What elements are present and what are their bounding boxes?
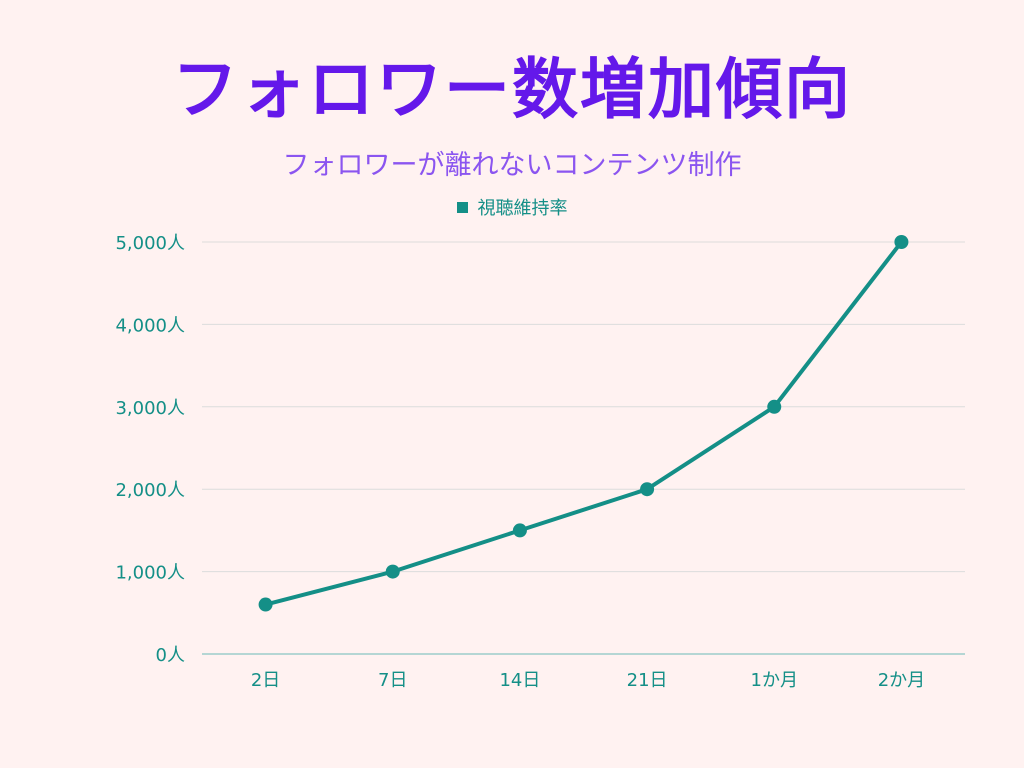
chart-title: フォロワー数増加傾向	[172, 51, 852, 128]
y-tick-label: 1,000人	[115, 563, 185, 584]
x-tick-label: 1か月	[751, 670, 798, 691]
y-tick-label: 0人	[156, 645, 185, 666]
data-point	[512, 523, 527, 538]
x-tick-label: 7日	[378, 670, 407, 691]
x-tick-label: 2日	[251, 670, 280, 691]
legend: 視聴維持率	[0, 194, 1024, 220]
data-point	[640, 482, 655, 497]
y-tick-label: 3,000人	[115, 398, 185, 419]
x-tick-label: 2か月	[878, 670, 925, 691]
legend-label: 視聴維持率	[477, 198, 568, 219]
x-tick-label: 14日	[499, 670, 540, 691]
y-tick-label: 2,000人	[115, 480, 185, 501]
data-point	[385, 564, 400, 579]
chart-subtitle: フォロワーが離れないコンテンツ制作	[282, 150, 742, 181]
legend-swatch	[456, 202, 468, 213]
data-point	[894, 235, 909, 249]
data-point	[258, 597, 273, 612]
series-line	[265, 240, 904, 607]
y-tick-label: 4,000人	[115, 315, 185, 336]
y-tick-label: 5,000人	[115, 233, 185, 254]
x-tick-label: 21日	[627, 670, 668, 691]
data-point	[767, 399, 782, 414]
